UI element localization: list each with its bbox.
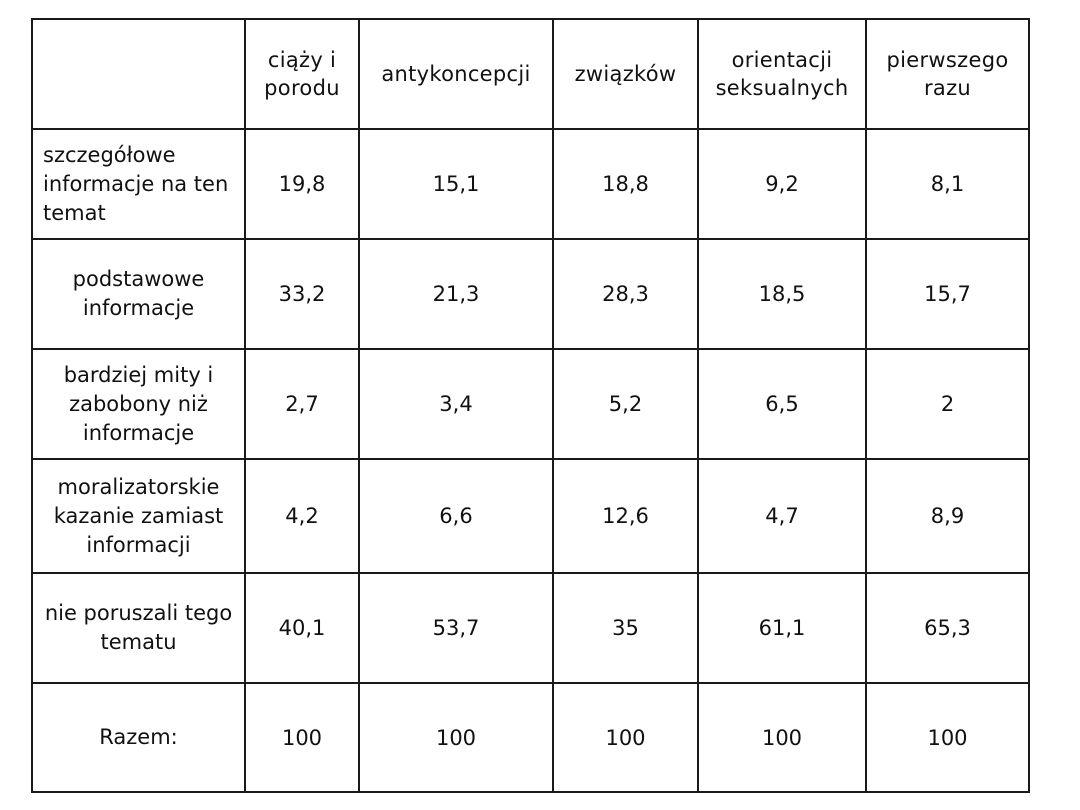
table-cell: 100 — [244, 682, 360, 793]
table-cell: 65,3 — [865, 572, 1030, 684]
row-header: nie poruszali tego tematu — [31, 572, 246, 684]
row-header: Razem: — [31, 682, 246, 793]
table-cell: 19,8 — [244, 128, 360, 240]
table-cell: 18,5 — [697, 238, 867, 350]
column-header: związków — [552, 18, 699, 130]
column-header: pierwszego razu — [865, 18, 1030, 130]
table-cell: 3,4 — [358, 348, 554, 460]
table-cell: 9,2 — [697, 128, 867, 240]
table-cell: 8,1 — [865, 128, 1030, 240]
table-cell: 100 — [358, 682, 554, 793]
table-cell: 18,8 — [552, 128, 699, 240]
row-header: bardziej mity i zabobony niż informacje — [31, 348, 246, 460]
table-cell: 100 — [865, 682, 1030, 793]
row-header: szczegółowe informacje na ten temat — [31, 128, 246, 240]
table-cell: 2,7 — [244, 348, 360, 460]
table-cell: 6,6 — [358, 458, 554, 574]
row-header: moralizatorskie kazanie zamiast informac… — [31, 458, 246, 574]
table-cell: 35 — [552, 572, 699, 684]
table-cell: 61,1 — [697, 572, 867, 684]
table-cell: 40,1 — [244, 572, 360, 684]
column-header: antykoncepcji — [358, 18, 554, 130]
table-cell: 33,2 — [244, 238, 360, 350]
table-cell: 2 — [865, 348, 1030, 460]
table-cell: 6,5 — [697, 348, 867, 460]
table-cell: 15,1 — [358, 128, 554, 240]
table-cell: 100 — [697, 682, 867, 793]
table-cell: 5,2 — [552, 348, 699, 460]
table-cell: 4,7 — [697, 458, 867, 574]
table-cell: 100 — [552, 682, 699, 793]
row-header: podstawowe informacje — [31, 238, 246, 350]
column-header: orientacji seksualnych — [697, 18, 867, 130]
table-row: moralizatorskie kazanie zamiast informac… — [31, 458, 1030, 574]
table-cell: 4,2 — [244, 458, 360, 574]
data-table: ciąży i porodu antykoncepcji związków or… — [31, 18, 1030, 793]
table-cell: 53,7 — [358, 572, 554, 684]
table-cell: 15,7 — [865, 238, 1030, 350]
table-cell: 21,3 — [358, 238, 554, 350]
column-header: ciąży i porodu — [244, 18, 360, 130]
table-row: nie poruszali tego tematu 40,1 53,7 35 6… — [31, 572, 1030, 684]
header-row: ciąży i porodu antykoncepcji związków or… — [31, 18, 1030, 130]
corner-cell — [31, 18, 246, 130]
table-row: bardziej mity i zabobony niż informacje … — [31, 348, 1030, 460]
table-cell: 12,6 — [552, 458, 699, 574]
table-cell: 28,3 — [552, 238, 699, 350]
table-row: szczegółowe informacje na ten temat 19,8… — [31, 128, 1030, 240]
table-row: podstawowe informacje 33,2 21,3 28,3 18,… — [31, 238, 1030, 350]
total-row: Razem: 100 100 100 100 100 — [31, 682, 1030, 793]
table-cell: 8,9 — [865, 458, 1030, 574]
